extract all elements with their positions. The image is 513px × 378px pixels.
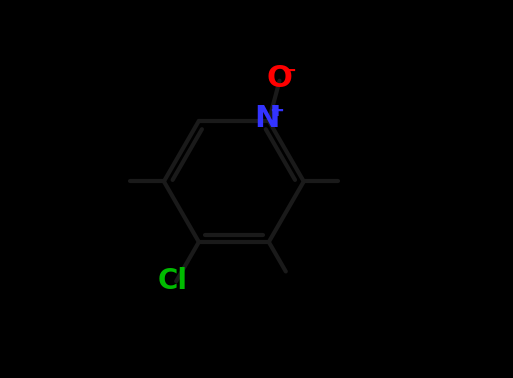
Text: Cl: Cl xyxy=(157,267,187,295)
Text: N: N xyxy=(254,104,280,133)
Text: O: O xyxy=(267,64,292,93)
Text: −: − xyxy=(282,62,297,80)
Text: +: + xyxy=(270,102,285,121)
